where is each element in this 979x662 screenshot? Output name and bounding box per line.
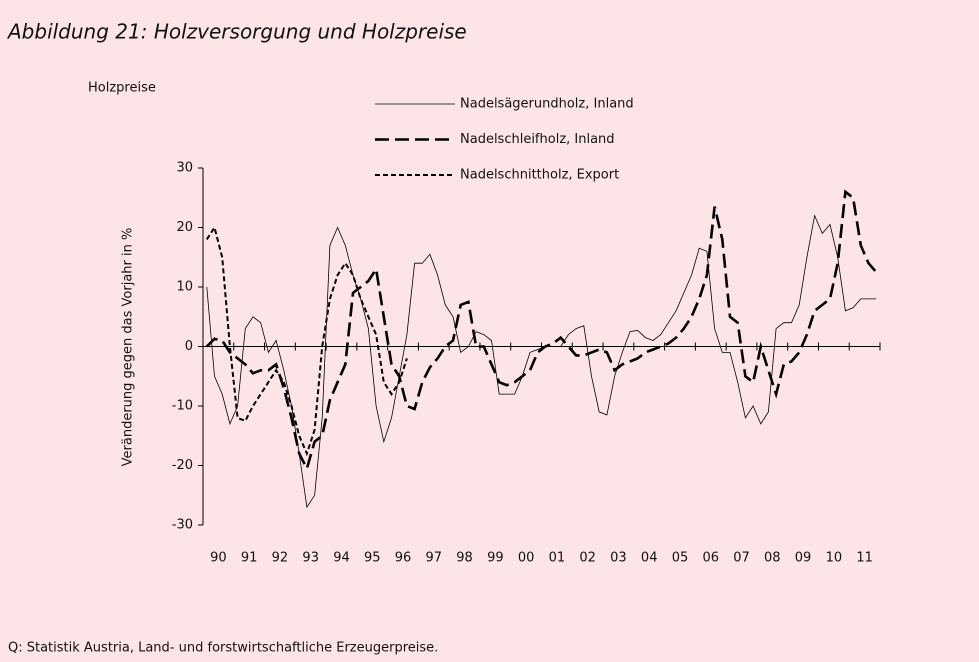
y-tick-label: -30	[172, 518, 193, 533]
y-tick-label: 10	[176, 280, 193, 295]
source: Q: Statistik Austria, Land- und forstwir…	[8, 641, 438, 656]
x-tick-label: 04	[641, 551, 658, 566]
y-tick-label: 20	[176, 220, 193, 235]
x-tick-label: 00	[518, 551, 535, 566]
x-tick-label: 09	[795, 551, 812, 566]
series-line	[205, 189, 878, 473]
y-tick-label: -20	[172, 458, 193, 473]
x-tick-label: 10	[826, 551, 843, 566]
x-tick-label: 07	[733, 551, 750, 566]
legend-label: Nadelschleifholz, Inland	[460, 132, 615, 147]
x-tick-label: 11	[856, 551, 873, 566]
x-tick-label: 03	[610, 551, 627, 566]
x-tick-label: 97	[426, 551, 443, 566]
x-tick-label: 01	[549, 551, 566, 566]
x-tick-label: 06	[702, 551, 719, 566]
y-tick-label: 30	[176, 161, 193, 176]
x-tick-label: 99	[487, 551, 504, 566]
x-tick-label: 02	[579, 551, 596, 566]
y-tick-label: -10	[172, 399, 193, 414]
x-tick-label: 98	[456, 551, 473, 566]
y-axis-label: Veränderung gegen das Vorjahr in %	[121, 228, 136, 467]
series-line	[205, 225, 408, 457]
x-tick-label: 91	[241, 551, 258, 566]
x-tick-label: 05	[672, 551, 689, 566]
x-tick-label: 93	[302, 551, 319, 566]
chart-title: Abbildung 21: Holzversorgung und Holzpre…	[6, 20, 467, 44]
x-tick-label: 92	[272, 551, 289, 566]
subtitle: Holzpreise	[88, 81, 156, 96]
x-tick-label: 90	[210, 551, 227, 566]
x-tick-label: 08	[764, 551, 781, 566]
legend-label: Nadelsägerundholz, Inland	[460, 97, 634, 112]
x-tick-label: 96	[395, 551, 412, 566]
x-tick-label: 94	[333, 551, 350, 566]
legend-label: Nadelschnittholz, Export	[460, 168, 619, 183]
x-tick-label: 95	[364, 551, 381, 566]
y-tick-label: 0	[185, 339, 193, 354]
